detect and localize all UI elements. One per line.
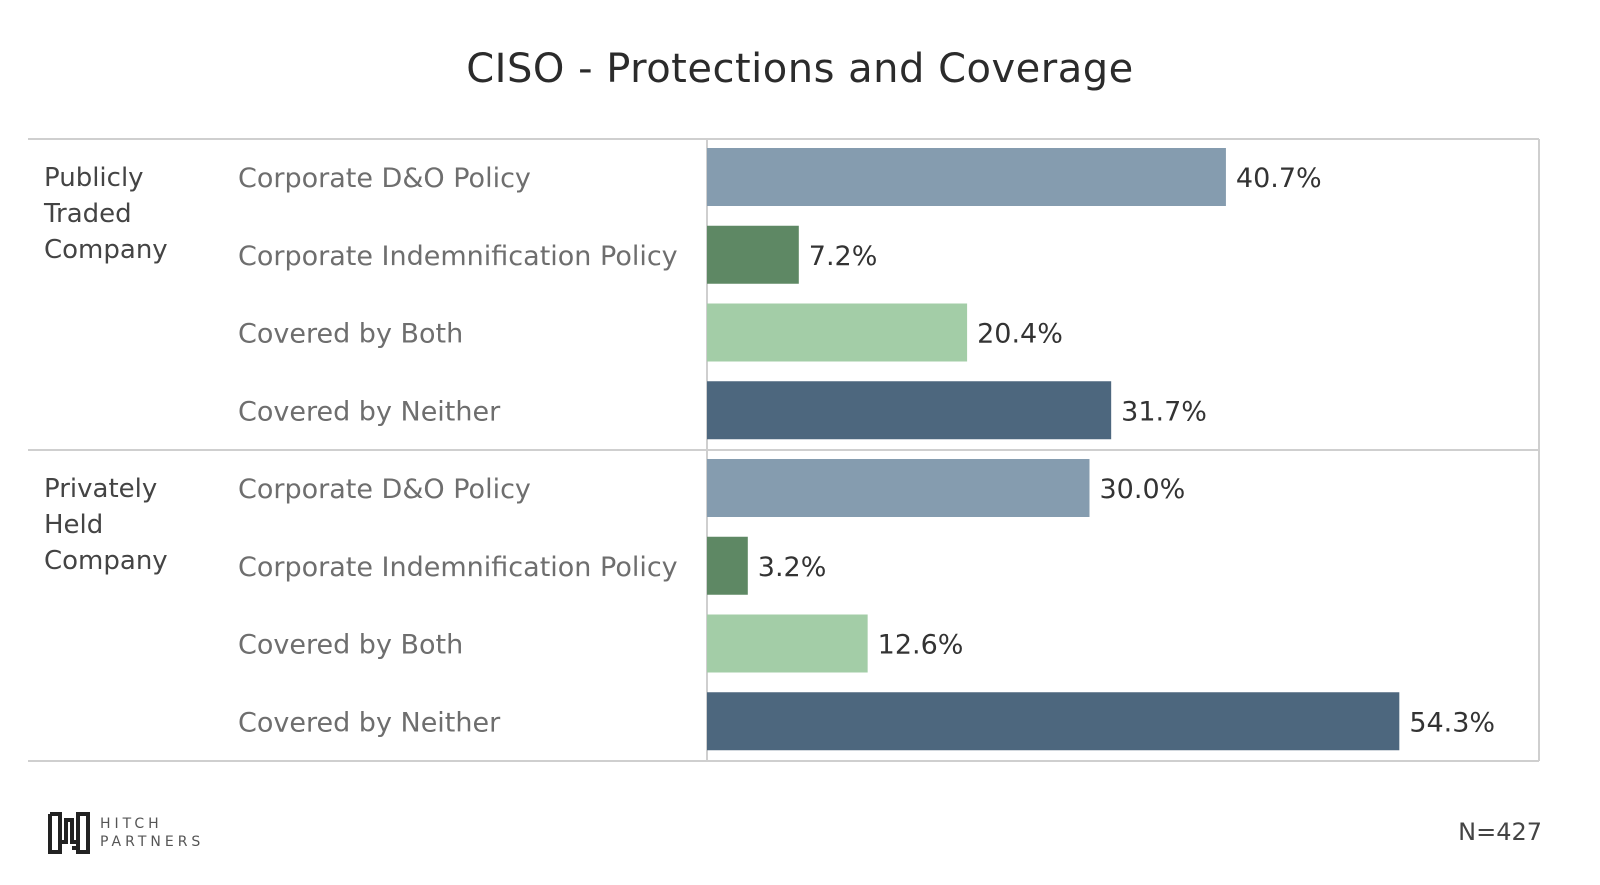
group-labels: Publicly Traded Company Privately Held Compan… bbox=[43, 163, 168, 576]
data-labels: 40.7% 7.2% 20.4% 31.7% 30.0% 3.2% 12.6% 54.3% bbox=[758, 163, 1495, 738]
bar bbox=[707, 148, 1226, 206]
bar bbox=[707, 381, 1112, 440]
data-label: 3.2% bbox=[758, 552, 827, 583]
bar bbox=[707, 536, 748, 595]
category-label: Corporate Indemnification Policy bbox=[238, 552, 678, 583]
group-label: Privately Held Company bbox=[44, 474, 168, 576]
data-label: 7.2% bbox=[809, 241, 878, 272]
data-label: 12.6% bbox=[878, 630, 964, 661]
category-label: Corporate Indemnification Policy bbox=[238, 241, 678, 272]
bars bbox=[707, 148, 1400, 751]
category-label: Covered by Both bbox=[238, 319, 463, 350]
bar bbox=[707, 614, 868, 673]
data-label: 31.7% bbox=[1121, 396, 1207, 427]
data-label: 54.3% bbox=[1409, 707, 1495, 738]
sample-size: N=427 bbox=[1458, 818, 1542, 846]
bar bbox=[707, 225, 799, 284]
category-label: Corporate D&O Policy bbox=[238, 474, 531, 505]
category-label: Covered by Neither bbox=[238, 396, 501, 427]
data-label: 30.0% bbox=[1100, 474, 1186, 505]
bar bbox=[707, 692, 1400, 751]
chart-title: CISO - Protections and Coverage bbox=[466, 46, 1134, 92]
data-label: 20.4% bbox=[977, 319, 1063, 350]
bar bbox=[707, 303, 968, 362]
logo-line2: PARTNERS bbox=[100, 834, 205, 850]
category-label: Covered by Neither bbox=[238, 707, 501, 738]
category-label: Corporate D&O Policy bbox=[238, 163, 531, 194]
group-label: Publicly Traded Company bbox=[43, 163, 168, 265]
category-labels: Corporate D&O Policy Corporate Indemnific… bbox=[238, 163, 678, 738]
data-label: 40.7% bbox=[1236, 163, 1322, 194]
bar bbox=[707, 459, 1090, 517]
hitch-partners-logo: HITCH PARTNERS bbox=[48, 812, 204, 854]
logo-mark-icon bbox=[48, 812, 90, 854]
logo-line1: HITCH bbox=[100, 816, 163, 832]
category-label: Covered by Both bbox=[238, 630, 463, 661]
